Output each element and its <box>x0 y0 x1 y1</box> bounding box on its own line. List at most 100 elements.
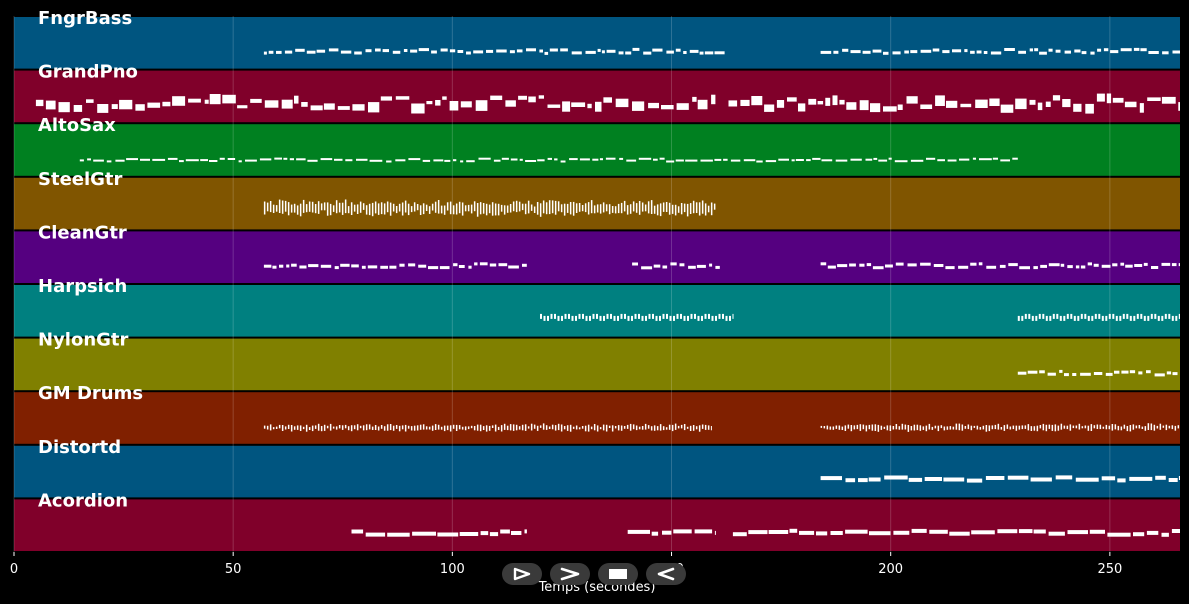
note <box>488 425 491 431</box>
note <box>970 50 975 54</box>
rewind-button[interactable] <box>646 563 686 585</box>
note <box>1177 425 1180 429</box>
note <box>353 204 356 212</box>
note <box>1067 265 1073 269</box>
note <box>949 531 970 536</box>
note <box>638 201 641 215</box>
note <box>661 105 674 110</box>
note <box>659 157 665 160</box>
note <box>655 315 658 321</box>
note <box>671 424 674 432</box>
note <box>1162 51 1169 55</box>
note <box>872 49 882 53</box>
note <box>335 200 338 214</box>
note <box>728 100 738 107</box>
note <box>689 425 692 431</box>
note <box>533 206 536 213</box>
note <box>340 263 350 267</box>
note <box>509 50 515 54</box>
note <box>707 205 710 213</box>
note <box>1138 371 1143 375</box>
track-lane <box>14 177 1180 230</box>
note <box>916 424 919 431</box>
note <box>496 49 507 53</box>
note <box>564 313 567 319</box>
note <box>539 49 543 53</box>
note <box>892 426 895 430</box>
note <box>582 313 584 319</box>
note <box>885 264 893 268</box>
note <box>554 158 558 161</box>
note <box>743 159 756 162</box>
note <box>920 49 932 53</box>
play-button[interactable] <box>502 563 542 585</box>
note <box>1024 313 1027 319</box>
stop-button[interactable] <box>598 563 638 585</box>
note <box>326 202 329 216</box>
note <box>820 50 832 54</box>
note <box>1178 102 1180 111</box>
note <box>437 424 440 430</box>
note <box>643 51 652 55</box>
note <box>729 315 731 321</box>
note <box>263 201 266 215</box>
note <box>1012 157 1018 160</box>
note <box>677 425 680 429</box>
note <box>1048 263 1060 267</box>
note <box>662 265 668 269</box>
note <box>474 262 478 266</box>
note <box>872 266 884 270</box>
note <box>795 159 804 161</box>
note <box>791 159 795 162</box>
note <box>272 204 275 213</box>
note <box>293 426 296 430</box>
note <box>756 160 763 163</box>
note <box>871 424 874 431</box>
track-notes <box>263 199 716 217</box>
note <box>473 426 476 431</box>
note <box>115 159 125 162</box>
track-lane <box>14 70 1180 123</box>
chevron-right-icon <box>560 567 580 581</box>
note <box>662 313 665 319</box>
note <box>666 160 675 163</box>
note <box>111 104 118 109</box>
note <box>648 102 659 109</box>
note <box>1087 315 1090 321</box>
note <box>408 158 421 161</box>
note <box>1066 425 1069 430</box>
x-tick-label: 200 <box>878 562 903 577</box>
note <box>227 158 236 160</box>
note <box>1045 424 1048 432</box>
note <box>668 202 671 215</box>
note <box>571 102 586 107</box>
note <box>989 98 1000 106</box>
note <box>286 264 290 268</box>
note <box>1101 315 1104 321</box>
note <box>413 425 416 431</box>
note <box>1098 313 1101 319</box>
note <box>638 157 652 160</box>
note <box>269 201 272 213</box>
note <box>692 96 697 102</box>
note <box>1087 425 1090 431</box>
note <box>686 426 689 429</box>
note <box>626 159 637 162</box>
forward-button[interactable] <box>550 563 590 585</box>
note <box>1174 425 1177 431</box>
note <box>1129 370 1136 374</box>
note <box>701 424 704 429</box>
note <box>585 50 596 54</box>
note <box>704 203 707 216</box>
note <box>825 97 831 106</box>
note <box>1141 426 1144 429</box>
note <box>626 424 629 429</box>
note <box>895 262 904 266</box>
note <box>362 203 365 210</box>
note <box>449 425 452 432</box>
note <box>1107 532 1131 537</box>
note <box>708 313 710 319</box>
note <box>489 263 497 267</box>
note <box>554 425 557 431</box>
note <box>1112 263 1118 267</box>
